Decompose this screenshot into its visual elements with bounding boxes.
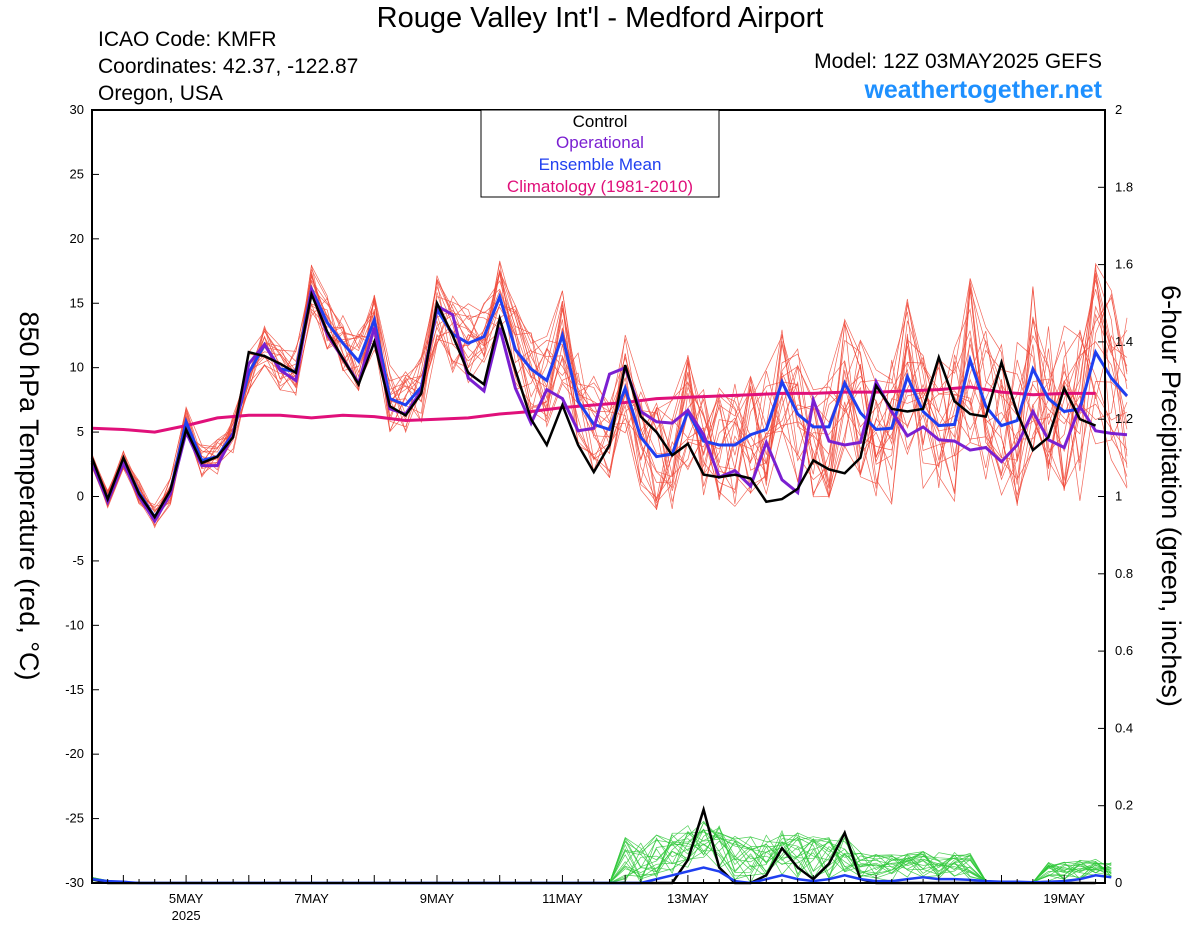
legend-box <box>480 109 720 198</box>
y-left-tick-label: 30 <box>70 102 84 117</box>
series-lines <box>90 284 1129 885</box>
legend-control: Control <box>573 112 628 131</box>
y-left-tick-label: -5 <box>72 553 84 568</box>
coordinates: Coordinates: 42.37, -122.87 <box>98 55 359 78</box>
y-right-tick-label: 1 <box>1115 489 1122 504</box>
temperature-member-line <box>91 274 1128 508</box>
precipitation-member-line <box>91 832 1112 884</box>
temperature-member-line <box>91 271 1128 529</box>
y-left-tick-label: -10 <box>65 617 84 632</box>
y-axis-right-label: 6-hour Precipitation (green, inches) <box>1156 285 1186 707</box>
ensemble-members-temperature <box>91 260 1128 529</box>
x-tick-label: 5MAY <box>169 891 204 906</box>
x-tick-label: 7MAY <box>294 891 329 906</box>
y-right-tick-label: 1.8 <box>1115 179 1133 194</box>
y-right-tick-label: 0 <box>1115 875 1122 890</box>
y-right-tick-label: 1.2 <box>1115 411 1133 426</box>
y-left-tick-label: 5 <box>77 424 84 439</box>
y-right-tick-label: 0.6 <box>1115 643 1133 658</box>
x-tick-label: 19MAY <box>1043 891 1085 906</box>
ensemble-members-precipitation <box>91 820 1112 884</box>
y-right-tick-label: 1.4 <box>1115 334 1133 349</box>
precipitation-member-line <box>91 832 1112 884</box>
x-year-label: 2025 <box>172 908 201 923</box>
location: Oregon, USA <box>98 82 223 105</box>
y-right-tick-label: 1.6 <box>1115 257 1133 272</box>
control-temperature-line <box>90 289 1097 520</box>
temperature-member-line <box>91 288 1128 520</box>
y-left-tick-label: 25 <box>70 166 84 181</box>
legend-ensemble-mean: Ensemble Mean <box>539 155 662 174</box>
precipitation-member-line <box>91 831 1112 884</box>
y-right-tick-label: 0.8 <box>1115 566 1133 581</box>
temperature-member-line <box>91 275 1128 527</box>
temperature-member-line <box>91 265 1128 519</box>
x-tick-label: 11MAY <box>542 891 583 906</box>
plot-frame <box>91 109 1106 884</box>
temperature-member-line <box>91 272 1128 512</box>
y-right-tick-label: 2 <box>1115 102 1122 117</box>
x-tick-label: 9MAY <box>420 891 455 906</box>
y-left-tick-label: 15 <box>70 295 84 310</box>
temperature-member-line <box>91 262 1128 510</box>
legend-operational: Operational <box>556 133 644 152</box>
y-right-tick-label: 0.4 <box>1115 720 1133 735</box>
x-tick-label: 13MAY <box>667 891 709 906</box>
y-left-tick-label: 10 <box>70 360 84 375</box>
legend-climatology: Climatology (1981-2010) <box>507 177 693 196</box>
legend: Control Operational Ensemble Mean Climat… <box>480 109 720 198</box>
x-tick-label: 15MAY <box>792 891 834 906</box>
precipitation-member-line <box>91 825 1112 884</box>
temperature-member-line <box>91 288 1128 520</box>
y-right-tick-label: 0.2 <box>1115 798 1133 813</box>
temperature-member-line <box>91 270 1128 522</box>
y-left-tick-label: 20 <box>70 231 84 246</box>
axes: -30-25-20-15-10-505101520253000.20.40.60… <box>65 102 1133 923</box>
precipitation-member-line <box>91 832 1112 884</box>
ensemble-mean-precipitation-line <box>91 866 1112 885</box>
operational-temperature-line <box>90 284 1128 524</box>
precipitation-member-line <box>91 834 1112 884</box>
model-run: Model: 12Z 03MAY2025 GEFS <box>814 50 1102 73</box>
icao-code: ICAO Code: KMFR <box>98 28 277 51</box>
precipitation-member-line <box>91 847 1112 884</box>
y-axis-left-label: 850 hPa Temperature (red, °C) <box>14 312 44 681</box>
precipitation-member-line <box>91 832 1112 884</box>
y-left-tick-label: 0 <box>77 489 84 504</box>
y-left-tick-label: -20 <box>65 746 84 761</box>
y-left-tick-label: -15 <box>65 682 84 697</box>
y-left-tick-label: -30 <box>65 875 84 890</box>
chart-title: Rouge Valley Int'l - Medford Airport <box>376 2 824 34</box>
website-link[interactable]: weathertogether.net <box>864 76 1102 104</box>
y-left-tick-label: -25 <box>65 811 84 826</box>
x-tick-label: 17MAY <box>918 891 960 906</box>
